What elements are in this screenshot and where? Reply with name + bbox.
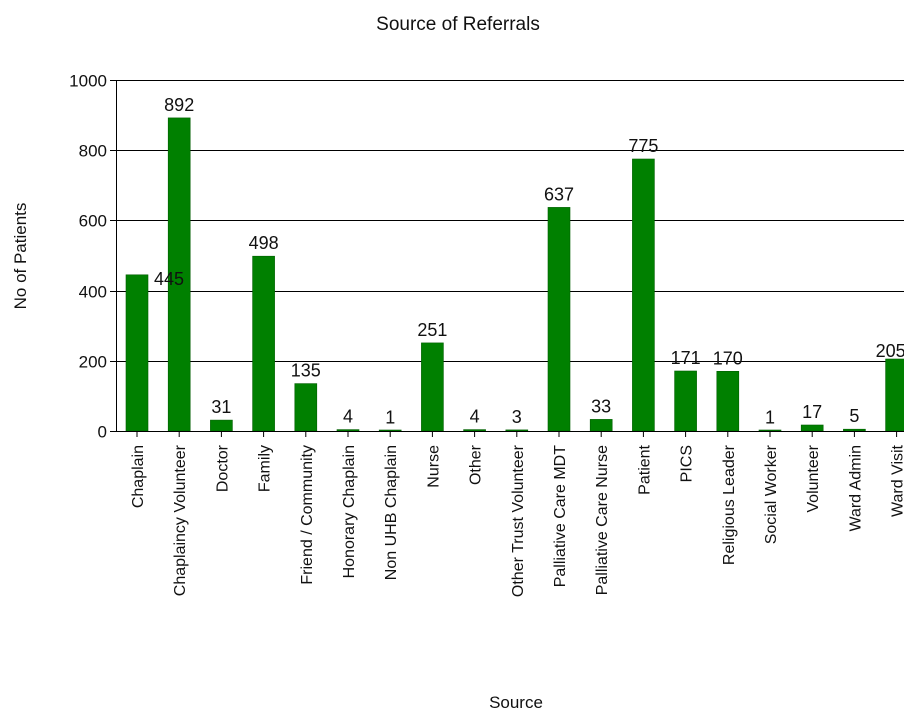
- category-label: Ward Admin: [847, 445, 864, 532]
- y-tick-label: 1000: [69, 72, 107, 91]
- value-label: 170: [713, 348, 743, 368]
- category-label: Friend / Community: [299, 445, 316, 585]
- y-tick-label: 800: [79, 142, 107, 161]
- bar: [294, 383, 318, 432]
- grid-lines: [116, 80, 904, 362]
- value-label: 4: [343, 407, 353, 427]
- bar: [125, 274, 149, 432]
- category-label: Volunteer: [805, 444, 822, 512]
- value-label: 17: [802, 402, 822, 422]
- bar: [252, 255, 275, 432]
- value-label: 5: [849, 406, 859, 426]
- y-tick-label: 0: [98, 423, 107, 442]
- value-label: 135: [291, 361, 321, 381]
- bar: [758, 429, 782, 432]
- category-label: PICS: [679, 445, 696, 482]
- category-labels: Chaplain Chaplaincy Volunteer Doctor Family…: [130, 444, 904, 597]
- value-label: 498: [249, 233, 279, 253]
- category-label: Honorary Chaplain: [341, 445, 358, 578]
- bar: [716, 370, 740, 432]
- value-label: 171: [671, 348, 701, 368]
- category-label: Chaplaincy Volunteer: [172, 444, 189, 596]
- bar: [463, 429, 486, 432]
- y-tick-labels: 0 200 400 600 800 1000: [69, 72, 107, 442]
- bar: [378, 429, 402, 432]
- bar: [885, 358, 904, 432]
- category-label: Doctor: [214, 444, 231, 492]
- bar: [843, 428, 866, 432]
- category-label: Other Trust Volunteer: [510, 444, 527, 597]
- value-label: 205: [876, 341, 904, 361]
- bar: [632, 158, 655, 432]
- category-label: Ward Visit: [890, 444, 904, 517]
- bars: [125, 117, 904, 432]
- bar: [421, 342, 444, 432]
- value-label: 445: [154, 269, 184, 289]
- category-label: Social Worker: [763, 444, 780, 544]
- bar: [505, 429, 529, 432]
- value-label: 775: [628, 136, 658, 156]
- category-label: Chaplain: [130, 445, 147, 508]
- y-tick-label: 600: [79, 212, 107, 231]
- bar: [674, 370, 697, 432]
- category-label: Family: [257, 445, 274, 492]
- value-label: 1: [765, 408, 775, 428]
- category-label: Patient: [636, 444, 653, 494]
- chart-title: Source of Referrals: [376, 14, 540, 35]
- value-labels: 445 892 31 498 135 4 1 251 4 3 637 33 775 171 170 1 17 5 2…: [154, 95, 904, 428]
- category-label: Religious Leader: [721, 444, 738, 565]
- bar: [589, 419, 613, 432]
- value-label: 33: [591, 396, 611, 416]
- value-label: 3: [512, 407, 522, 427]
- value-label: 892: [164, 95, 194, 115]
- bar: [210, 419, 233, 432]
- y-axis-label: No of Patients: [11, 203, 30, 310]
- y-tick-label: 400: [79, 283, 107, 302]
- axes: [110, 80, 904, 437]
- bar: [800, 424, 824, 432]
- value-label: 4: [470, 407, 480, 427]
- value-label: 637: [544, 184, 574, 204]
- category-label: Nurse: [425, 445, 442, 488]
- value-label: 251: [417, 320, 447, 340]
- category-label: Palliative Care Nurse: [594, 445, 611, 595]
- x-axis-label: Source: [489, 693, 543, 710]
- bar: [336, 429, 360, 432]
- value-label: 1: [385, 408, 395, 428]
- category-label: Other: [468, 444, 485, 485]
- value-label: 31: [211, 397, 231, 417]
- bar: [547, 207, 571, 432]
- category-label: Palliative Care MDT: [552, 445, 569, 587]
- y-tick-label: 200: [79, 353, 107, 372]
- category-label: Non UHB Chaplain: [383, 445, 400, 580]
